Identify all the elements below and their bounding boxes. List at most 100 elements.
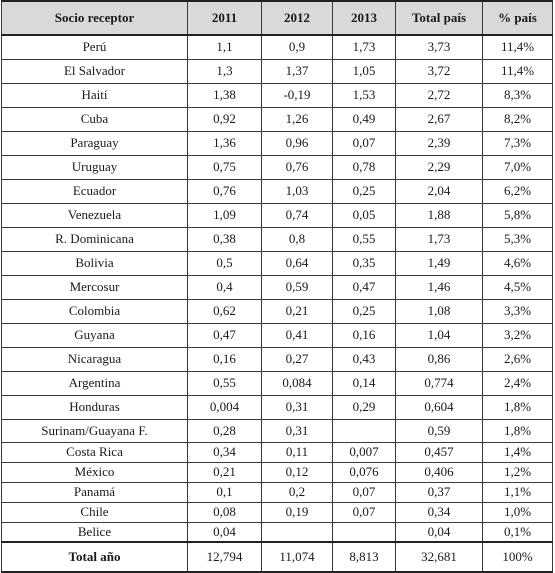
cell-2012: -0,19: [261, 82, 333, 108]
total-row: Total año 12,794 11,074 8,813 32,681 100…: [1, 541, 553, 573]
table-row: Surinam/Guayana F. 0,28 0,31 0,59 1,8%: [1, 418, 553, 443]
table-row: Chile 0,08 0,19 0,07 0,34 1,0%: [1, 501, 553, 523]
cell-total-pais: 0,774: [395, 370, 483, 396]
cell-total-pais: 3,72: [395, 58, 483, 84]
cell-2011: 0,21: [187, 461, 262, 483]
cell-total-pais: 0,86: [395, 346, 483, 372]
cell-pct-pais: 3,2%: [482, 322, 553, 348]
cell-2012: 0,21: [261, 298, 333, 324]
cell-pct-pais: 4,5%: [482, 274, 553, 300]
cell-pct-pais: 2,4%: [482, 370, 553, 396]
cell-country: Uruguay: [1, 154, 188, 180]
cell-total-pais: 2,29: [395, 154, 483, 180]
cell-pct-pais: 1,4%: [482, 441, 553, 463]
cell-pct-pais: 8,3%: [482, 82, 553, 108]
table-row: Mercosur 0,4 0,59 0,47 1,46 4,5%: [1, 274, 553, 300]
cell-total-pais: 1,46: [395, 274, 483, 300]
table-row: Bolivia 0,5 0,64 0,35 1,49 4,6%: [1, 250, 553, 276]
cell-total-pais: 2,72: [395, 82, 483, 108]
cell-2012: 0,96: [261, 130, 333, 156]
cell-2011: 0,55: [187, 370, 262, 396]
cell-2013: 1,73: [332, 34, 396, 60]
cell-2013: 0,07: [332, 501, 396, 523]
cell-total-pais: 1,08: [395, 298, 483, 324]
cell-total-pais: 3,73: [395, 34, 483, 60]
cell-pct-pais: 3,3%: [482, 298, 553, 324]
cell-country: Nicaragua: [1, 346, 188, 372]
table-row: Belice 0,04 0,04 0,1%: [1, 521, 553, 543]
table-footer: Total año 12,794 11,074 8,813 32,681 100…: [1, 541, 553, 573]
cell-2011: 0,62: [187, 298, 262, 324]
cell-2012: 0,084: [261, 370, 333, 396]
cell-2012: 0,64: [261, 250, 333, 276]
cell-total-pais: 1,88: [395, 202, 483, 228]
cell-2012: 1,03: [261, 178, 333, 204]
total-2013: 8,813: [332, 541, 396, 573]
cell-pct-pais: 1,1%: [482, 481, 553, 503]
cell-2011: 0,004: [187, 394, 262, 420]
cell-2011: 0,16: [187, 346, 262, 372]
cell-pct-pais: 1,2%: [482, 461, 553, 483]
cell-2013: 0,43: [332, 346, 396, 372]
table-row: Ecuador 0,76 1,03 0,25 2,04 6,2%: [1, 178, 553, 204]
cell-2013: 0,78: [332, 154, 396, 180]
column-header-2013: 2013: [332, 0, 396, 36]
total-2012: 11,074: [261, 541, 333, 573]
cell-total-pais: 0,04: [395, 521, 483, 543]
cell-total-pais: 0,34: [395, 501, 483, 523]
table-body: Perú 1,1 0,9 1,73 3,73 11,4% El Salvador 1,3 1,3…: [1, 34, 553, 543]
cell-country: Guyana: [1, 322, 188, 348]
cell-pct-pais: 5,8%: [482, 202, 553, 228]
cell-2013: 0,55: [332, 226, 396, 252]
cell-country: Ecuador: [1, 178, 188, 204]
cell-2011: 1,38: [187, 82, 262, 108]
cell-country: México: [1, 461, 188, 483]
cell-country: El Salvador: [1, 58, 188, 84]
table-row: Colombia 0,62 0,21 0,25 1,08 3,3%: [1, 298, 553, 324]
cell-2012: 0,27: [261, 346, 333, 372]
cell-country: Honduras: [1, 394, 188, 420]
cell-2013: 0,007: [332, 441, 396, 463]
cell-2012: 1,26: [261, 106, 333, 132]
cell-country: Belice: [1, 521, 188, 543]
cell-2013: 0,05: [332, 202, 396, 228]
cell-total-pais: 1,49: [395, 250, 483, 276]
cell-2012: 0,8: [261, 226, 333, 252]
cell-country: Costa Rica: [1, 441, 188, 463]
cell-country: Bolivia: [1, 250, 188, 276]
table-row: Paraguay 1,36 0,96 0,07 2,39 7,3%: [1, 130, 553, 156]
cell-pct-pais: 6,2%: [482, 178, 553, 204]
cell-2013: 0,35: [332, 250, 396, 276]
cell-country: Paraguay: [1, 130, 188, 156]
cell-pct-pais: 7,0%: [482, 154, 553, 180]
cell-pct-pais: 11,4%: [482, 34, 553, 60]
cell-2012: 0,31: [261, 394, 333, 420]
cell-2012: 0,59: [261, 274, 333, 300]
cell-total-pais: 0,457: [395, 441, 483, 463]
column-header-2011: 2011: [187, 0, 262, 36]
cell-2013: 0,07: [332, 130, 396, 156]
cell-pct-pais: 8,2%: [482, 106, 553, 132]
cell-2012: [261, 521, 333, 543]
table-row: Venezuela 1,09 0,74 0,05 1,88 5,8%: [1, 202, 553, 228]
cell-2013: 0,47: [332, 274, 396, 300]
header-row: Socio receptor 2011 2012 2013 Total país…: [1, 0, 553, 36]
cell-pct-pais: 1,8%: [482, 418, 553, 443]
cell-2012: 0,41: [261, 322, 333, 348]
cell-country: Argentina: [1, 370, 188, 396]
cell-total-pais: 2,04: [395, 178, 483, 204]
cell-total-pais: 0,37: [395, 481, 483, 503]
column-header-total-pais: Total país: [395, 0, 483, 36]
cell-2011: 1,1: [187, 34, 262, 60]
cell-total-pais: 0,59: [395, 418, 483, 443]
table-row: Haití 1,38 -0,19 1,53 2,72 8,3%: [1, 82, 553, 108]
cell-2013: 0,25: [332, 178, 396, 204]
column-header-pct-pais: % país: [482, 0, 553, 36]
cell-2013: 0,25: [332, 298, 396, 324]
table-row: Argentina 0,55 0,084 0,14 0,774 2,4%: [1, 370, 553, 396]
total-pct-pais: 100%: [482, 541, 553, 573]
cell-2012: 0,11: [261, 441, 333, 463]
cell-2013: 0,16: [332, 322, 396, 348]
table-row: Cuba 0,92 1,26 0,49 2,67 8,2%: [1, 106, 553, 132]
cell-2011: 0,04: [187, 521, 262, 543]
